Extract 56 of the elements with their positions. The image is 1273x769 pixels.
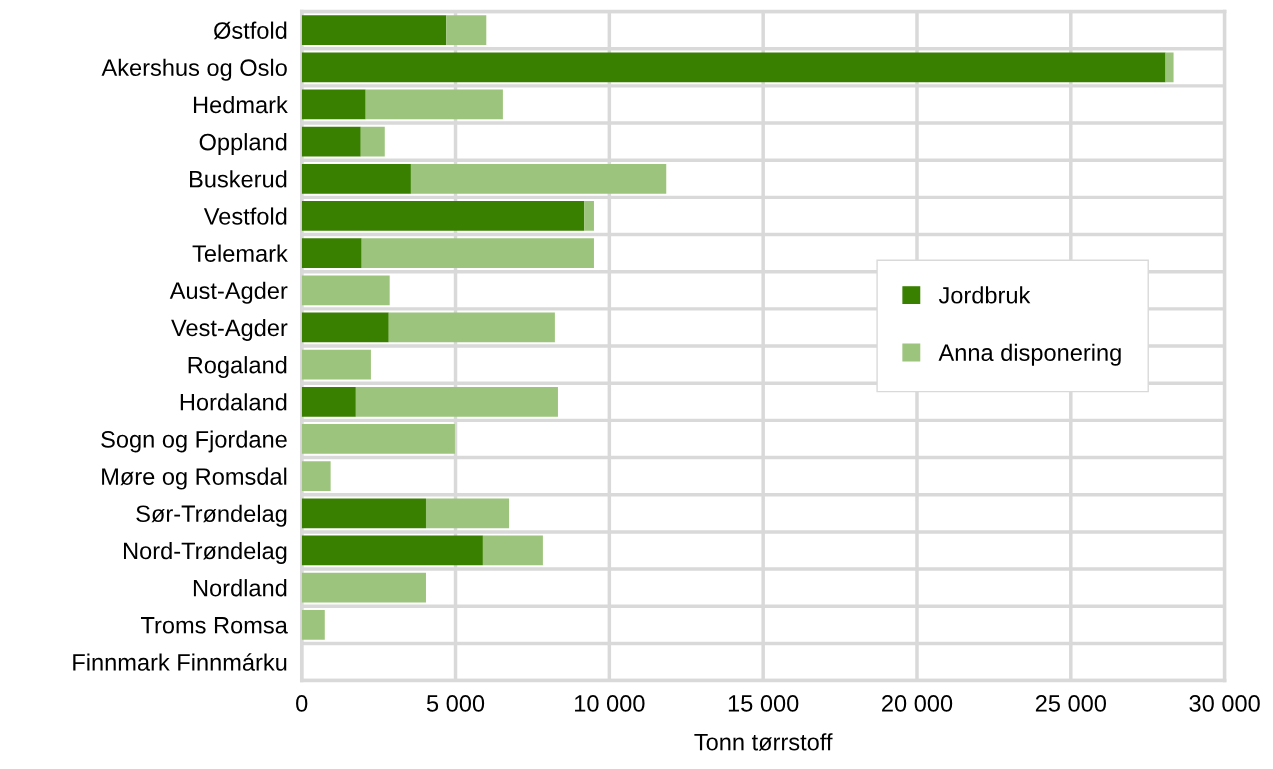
bar xyxy=(301,609,325,640)
bar xyxy=(301,572,426,603)
x-tick-label: 25 000 xyxy=(1035,695,1106,712)
y-tick-label: Aust-Agder xyxy=(169,281,288,304)
bar xyxy=(301,498,426,529)
x-axis-title: Tonn tørrstoff xyxy=(694,733,833,751)
bar xyxy=(301,535,483,566)
bar xyxy=(301,126,361,157)
bar xyxy=(301,163,411,194)
bar xyxy=(360,126,385,157)
bar xyxy=(584,201,594,231)
bar xyxy=(446,15,487,45)
y-tick-label: Vestfold xyxy=(203,207,287,225)
y-tick-label: Østfold xyxy=(213,21,287,40)
bar xyxy=(365,89,503,120)
y-tick-label: Nordland xyxy=(193,579,287,597)
x-tick-label: 20 000 xyxy=(882,695,953,712)
legend-label: Jordbruk xyxy=(938,286,1031,304)
y-tick-label: Nord-Trøndelag xyxy=(124,541,287,564)
y-tick-label: Akershus og Oslo xyxy=(101,58,287,81)
legend-label: Anna disponering xyxy=(938,343,1121,366)
bar xyxy=(355,386,558,417)
bar xyxy=(425,498,510,529)
y-tick-label: Finnmark Finnmárku xyxy=(73,653,287,671)
bar xyxy=(410,163,667,194)
y-tick-label: Sør-Trøndelag xyxy=(136,504,287,527)
bar xyxy=(301,312,389,343)
y-tick-label: Hedmark xyxy=(193,95,288,114)
y-tick-label: Oppland xyxy=(199,133,287,156)
bar xyxy=(301,89,366,120)
y-tick-label: Telemark xyxy=(192,244,288,262)
x-tick-label: 0 xyxy=(296,695,308,712)
bar xyxy=(301,349,371,380)
bar xyxy=(388,312,555,343)
y-tick-label: Troms Romsa xyxy=(141,617,288,634)
y-tick-label: Rogaland xyxy=(188,356,287,379)
x-tick-label: 15 000 xyxy=(728,695,799,712)
bar xyxy=(301,52,1166,83)
y-tick-label: Møre og Romsdal xyxy=(102,467,287,490)
bar xyxy=(1165,52,1174,83)
bar xyxy=(301,238,362,268)
x-tick-label: 5 000 xyxy=(426,695,485,712)
x-tick-label: 10 000 xyxy=(575,695,645,712)
bar xyxy=(301,275,390,306)
x-tick-label: 30 000 xyxy=(1189,695,1260,712)
bar xyxy=(301,15,447,45)
bar xyxy=(482,535,543,566)
y-tick-label: Hordaland xyxy=(180,393,287,411)
bar xyxy=(301,461,331,492)
y-tick-label: Vest-Agder xyxy=(171,318,288,341)
y-tick-label: Buskerud xyxy=(190,170,287,188)
bar xyxy=(361,238,594,268)
bar xyxy=(301,424,455,454)
bar xyxy=(301,386,356,417)
bar xyxy=(301,201,585,231)
y-tick-label: Sogn og Fjordane xyxy=(101,430,287,453)
